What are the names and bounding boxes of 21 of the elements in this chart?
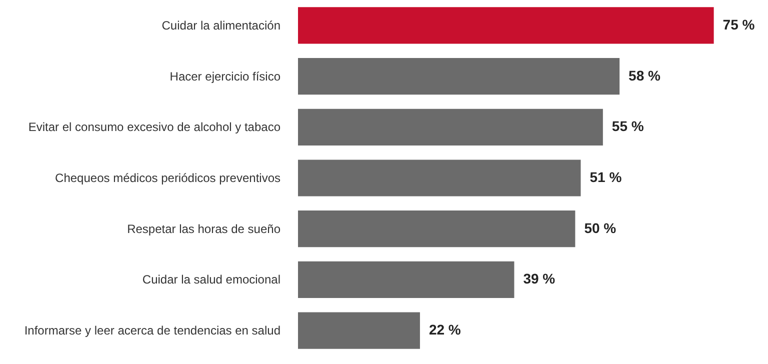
bar	[298, 261, 514, 298]
y-tick-label: Cuidar la salud emocional	[142, 272, 280, 287]
y-tick-label: Hacer ejercicio físico	[170, 69, 281, 84]
y-tick-label: Cuidar la alimentación	[162, 18, 280, 32]
data-label: 22 %	[428, 322, 462, 338]
bar	[298, 7, 714, 44]
bar	[298, 160, 581, 196]
data-label: 39 %	[523, 270, 556, 287]
y-tick-label: Informarse y leer acerca de tendencias en salud	[24, 324, 280, 338]
bar	[298, 210, 576, 248]
data-label: 51 %	[590, 169, 622, 185]
bar	[298, 108, 603, 146]
y-tick-label: Evitar el consumo excesivo de alcohol y tabaco	[28, 120, 281, 134]
data-label: 50 %	[584, 220, 617, 236]
bar	[298, 58, 620, 95]
y-tick-label: Respetar las horas de sueño	[127, 222, 281, 236]
data-label: 55 %	[612, 118, 644, 134]
data-label: 75 %	[722, 16, 756, 32]
data-label: 58 %	[628, 67, 662, 84]
bar	[298, 312, 420, 349]
y-tick-label: Chequeos médicos periódicos preventivos	[55, 171, 280, 185]
